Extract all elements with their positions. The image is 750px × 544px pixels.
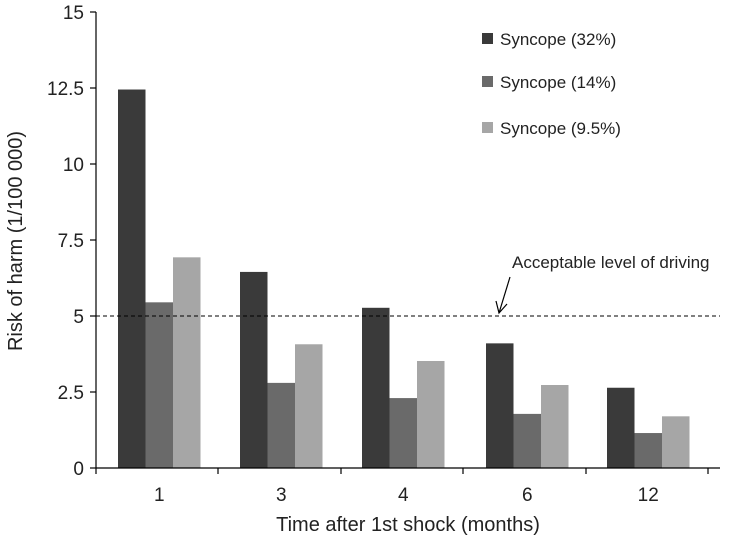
bar-12-series-3 xyxy=(662,416,690,468)
bar-1-series-3 xyxy=(173,257,201,468)
bar-6-series-3 xyxy=(541,385,569,468)
x-tick-label: 12 xyxy=(638,485,659,506)
x-tick-label: 4 xyxy=(398,485,409,506)
y-tick-label: 5 xyxy=(73,307,84,328)
y-tick-label: 0 xyxy=(73,459,84,480)
annotation-arrow xyxy=(495,276,511,315)
bar-1-series-2 xyxy=(145,302,173,468)
bar-3-series-3 xyxy=(295,344,323,468)
bar-6-series-1 xyxy=(486,343,514,468)
y-tick-label: 12.5 xyxy=(47,79,84,100)
legend-label: Syncope (14%) xyxy=(500,73,616,92)
x-axis-label: Time after 1st shock (months) xyxy=(276,514,540,536)
bar-12-series-2 xyxy=(634,433,662,468)
bar-6-series-2 xyxy=(513,413,541,468)
bar-3-series-2 xyxy=(267,382,295,468)
y-tick-label: 15 xyxy=(63,3,84,24)
y-tick-label: 2.5 xyxy=(58,383,84,404)
legend-swatch xyxy=(482,122,493,133)
legend: Syncope (32%) Syncope (14%) Syncope (9.5%) xyxy=(482,30,621,138)
x-tick-label: 3 xyxy=(276,485,287,506)
bar-3-series-1 xyxy=(240,271,268,468)
y-axis-label: Risk of harm (1/100 000) xyxy=(5,131,27,351)
bar-4-series-2 xyxy=(389,398,417,468)
bar-1-series-1 xyxy=(118,89,146,469)
x-tick-label: 1 xyxy=(154,485,165,506)
bar-4-series-1 xyxy=(362,307,390,468)
annotation-text: Acceptable level of driving xyxy=(512,253,710,272)
y-ticks: 0 2.5 5 7.5 10 12.5 15 xyxy=(47,3,96,480)
bar-12-series-1 xyxy=(607,387,635,468)
bars-group xyxy=(118,89,690,469)
bar-4-series-3 xyxy=(417,360,445,468)
y-tick-label: 7.5 xyxy=(58,231,84,252)
x-tick-label: 6 xyxy=(522,485,533,506)
y-tick-label: 10 xyxy=(63,155,84,176)
legend-swatch xyxy=(482,76,493,87)
legend-swatch xyxy=(482,33,493,44)
legend-label: Syncope (32%) xyxy=(500,30,616,49)
x-ticks: 1 3 4 6 12 xyxy=(95,468,709,506)
legend-label: Syncope (9.5%) xyxy=(500,119,621,138)
